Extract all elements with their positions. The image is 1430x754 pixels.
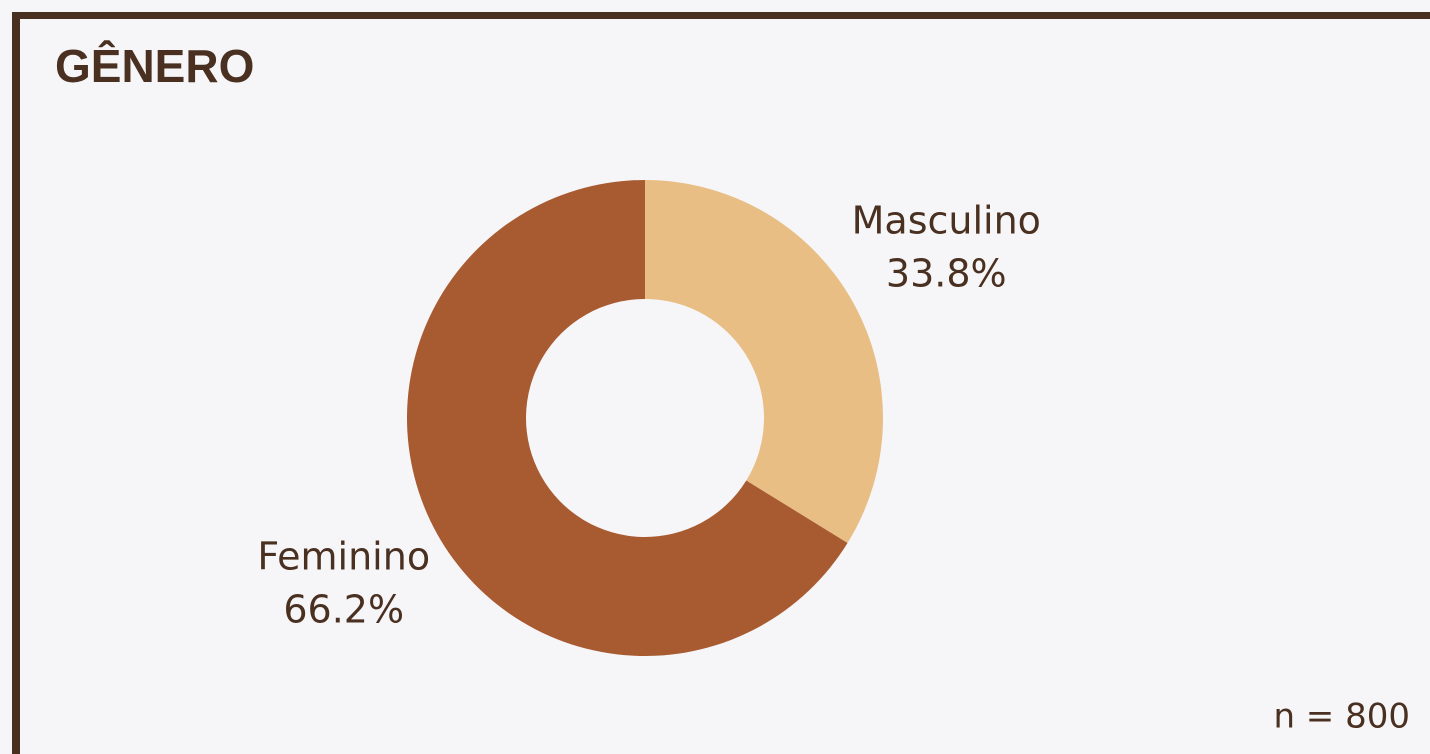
donut-slice xyxy=(407,180,848,656)
slice-value-label: 66.2% xyxy=(283,588,404,632)
slice-label: Masculino xyxy=(852,198,1041,242)
frame-top xyxy=(12,12,1430,19)
slice-label: Feminino xyxy=(257,535,430,579)
chart-title: GÊNERO xyxy=(55,40,254,92)
sample-size-note: n = 800 xyxy=(1273,697,1410,737)
frame-left xyxy=(12,12,20,754)
slice-value-label: 33.8% xyxy=(886,251,1007,295)
donut-slice xyxy=(645,180,883,543)
